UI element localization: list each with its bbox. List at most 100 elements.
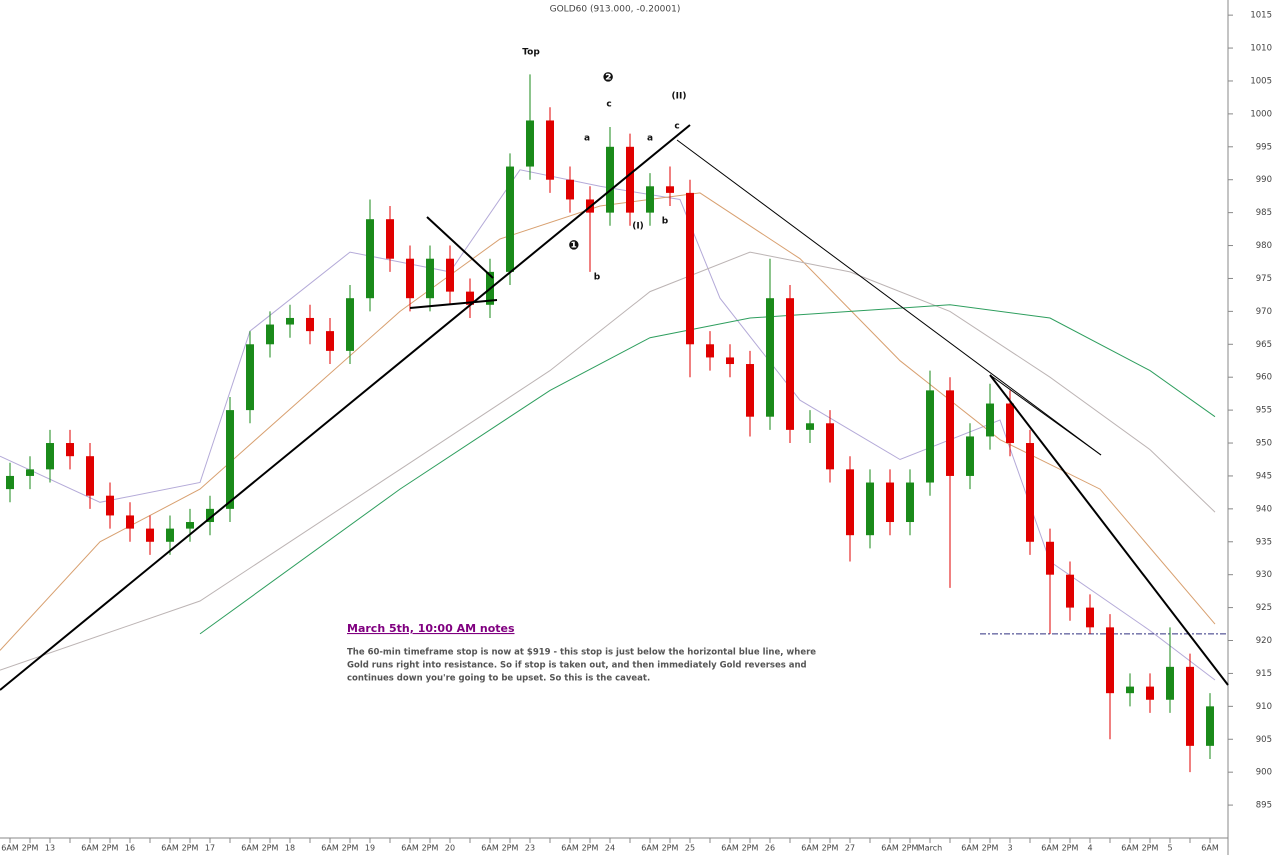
y-tick-label: 910: [1256, 702, 1272, 712]
candle-body: [166, 528, 174, 542]
x-tick-label: 6AM: [481, 844, 499, 853]
candle-body: [1066, 574, 1074, 608]
y-tick-label: 990: [1256, 175, 1272, 185]
x-tick-label: 2PM: [742, 844, 759, 853]
candle-body: [746, 364, 754, 417]
chart-title: GOLD60 (913.000, -0.20001): [550, 5, 681, 15]
candle-body: [766, 298, 774, 417]
moving-average: [0, 192, 1216, 651]
candle-body: [866, 482, 874, 536]
x-tick-label: 6AM: [401, 844, 419, 853]
candle-body: [86, 456, 94, 496]
x-tick-label: 2PM: [822, 844, 839, 853]
x-tick-label: 6AM: [1121, 844, 1139, 853]
candle-body: [66, 443, 74, 457]
x-tick-label: 2PM: [582, 844, 599, 853]
moving-average: [0, 251, 1216, 671]
notes-heading: March 5th, 10:00 AM notes: [347, 622, 515, 635]
y-tick-label: 895: [1256, 801, 1272, 811]
x-tick-label: 6AM: [241, 844, 259, 853]
annotation: a: [647, 134, 653, 144]
candle-body: [1046, 541, 1054, 575]
candle-body: [46, 443, 54, 470]
x-tick-label: 6AM: [641, 844, 659, 853]
x-tick-label: 2PM: [1062, 844, 1079, 853]
x-tick-label: 2PM: [182, 844, 199, 853]
x-tick-label: 6AM: [81, 844, 99, 853]
candle-body: [1166, 666, 1174, 700]
x-tick-label: 6AM: [561, 844, 579, 853]
candle-body: [626, 146, 634, 213]
x-tick-label: 25: [685, 844, 695, 853]
candle-body: [106, 495, 114, 516]
candle-body: [966, 436, 974, 476]
candle-body: [366, 219, 374, 299]
x-tick-label: 2PM: [1142, 844, 1159, 853]
x-tick-label: 16: [125, 844, 135, 853]
trendlines: [0, 124, 1229, 691]
candle-body: [1086, 607, 1094, 628]
candle-body: [406, 258, 414, 299]
x-tick-label: 6AM: [1201, 844, 1219, 853]
y-tick-label: 900: [1256, 768, 1272, 778]
x-tick-label: 6AM: [961, 844, 979, 853]
candle-body: [326, 331, 334, 351]
candle-body: [826, 423, 834, 470]
moving-average: [0, 169, 1216, 681]
x-tick-label: 2PM: [662, 844, 679, 853]
annotation: ❶: [568, 239, 579, 254]
candle-body: [226, 410, 234, 509]
y-tick-label: 1005: [1250, 76, 1272, 86]
annotation: c: [606, 100, 611, 110]
plot-area: [0, 0, 1228, 838]
candle-body: [1006, 403, 1014, 444]
candle-body: [26, 469, 34, 476]
x-tick-label: 2PM: [342, 844, 359, 853]
candle-body: [6, 475, 14, 490]
candle-body: [886, 482, 894, 523]
y-tick-label: 935: [1256, 537, 1272, 547]
y-tick-label: 925: [1256, 603, 1272, 613]
candle-body: [466, 291, 474, 305]
y-tick-label: 975: [1256, 274, 1272, 284]
y-tick-label: 955: [1256, 406, 1272, 416]
annotation: Top: [522, 48, 540, 58]
x-tick-label: 19: [365, 844, 375, 853]
y-tick-label: 905: [1256, 735, 1272, 745]
candle-body: [1186, 666, 1194, 746]
annotation: (I): [632, 222, 644, 232]
x-tick-label: 24: [605, 844, 615, 853]
candle-body: [386, 219, 394, 259]
annotation: a: [584, 134, 590, 144]
x-tick-label: 2PM: [22, 844, 39, 853]
x-tick-label: 27: [845, 844, 855, 853]
y-tick-label: 970: [1256, 307, 1272, 317]
candle-body: [306, 317, 314, 332]
annotation: (II): [672, 92, 687, 102]
y-tick-label: 1015: [1250, 11, 1272, 21]
y-tick-label: 950: [1256, 439, 1272, 449]
note-line: The 60-min timeframe stop is now at $919…: [347, 648, 816, 658]
y-tick-label: 920: [1256, 636, 1272, 646]
candle-body: [126, 515, 134, 529]
candle-body: [246, 344, 254, 411]
x-tick-label: 6AM: [881, 844, 899, 853]
x-tick-label: 2PM: [982, 844, 999, 853]
candle-body: [786, 298, 794, 430]
note-line: continues down you're going to be upset.…: [347, 674, 650, 684]
candle-body: [986, 403, 994, 437]
candle-body: [146, 528, 154, 542]
x-tick-label: 2PM: [502, 844, 519, 853]
x-tick-label: 6AM: [1041, 844, 1059, 853]
candle-body: [726, 357, 734, 365]
x-tick-label: 17: [205, 844, 215, 853]
candle-body: [706, 344, 714, 358]
candle-body: [566, 179, 574, 200]
x-tick-label: 6AM: [1, 844, 19, 853]
x-tick-label: 6AM: [161, 844, 179, 853]
note-line: Gold runs right into resistance. So if s…: [347, 661, 807, 671]
x-tick-label: 18: [285, 844, 295, 853]
x-tick-label: 3: [1007, 844, 1012, 853]
